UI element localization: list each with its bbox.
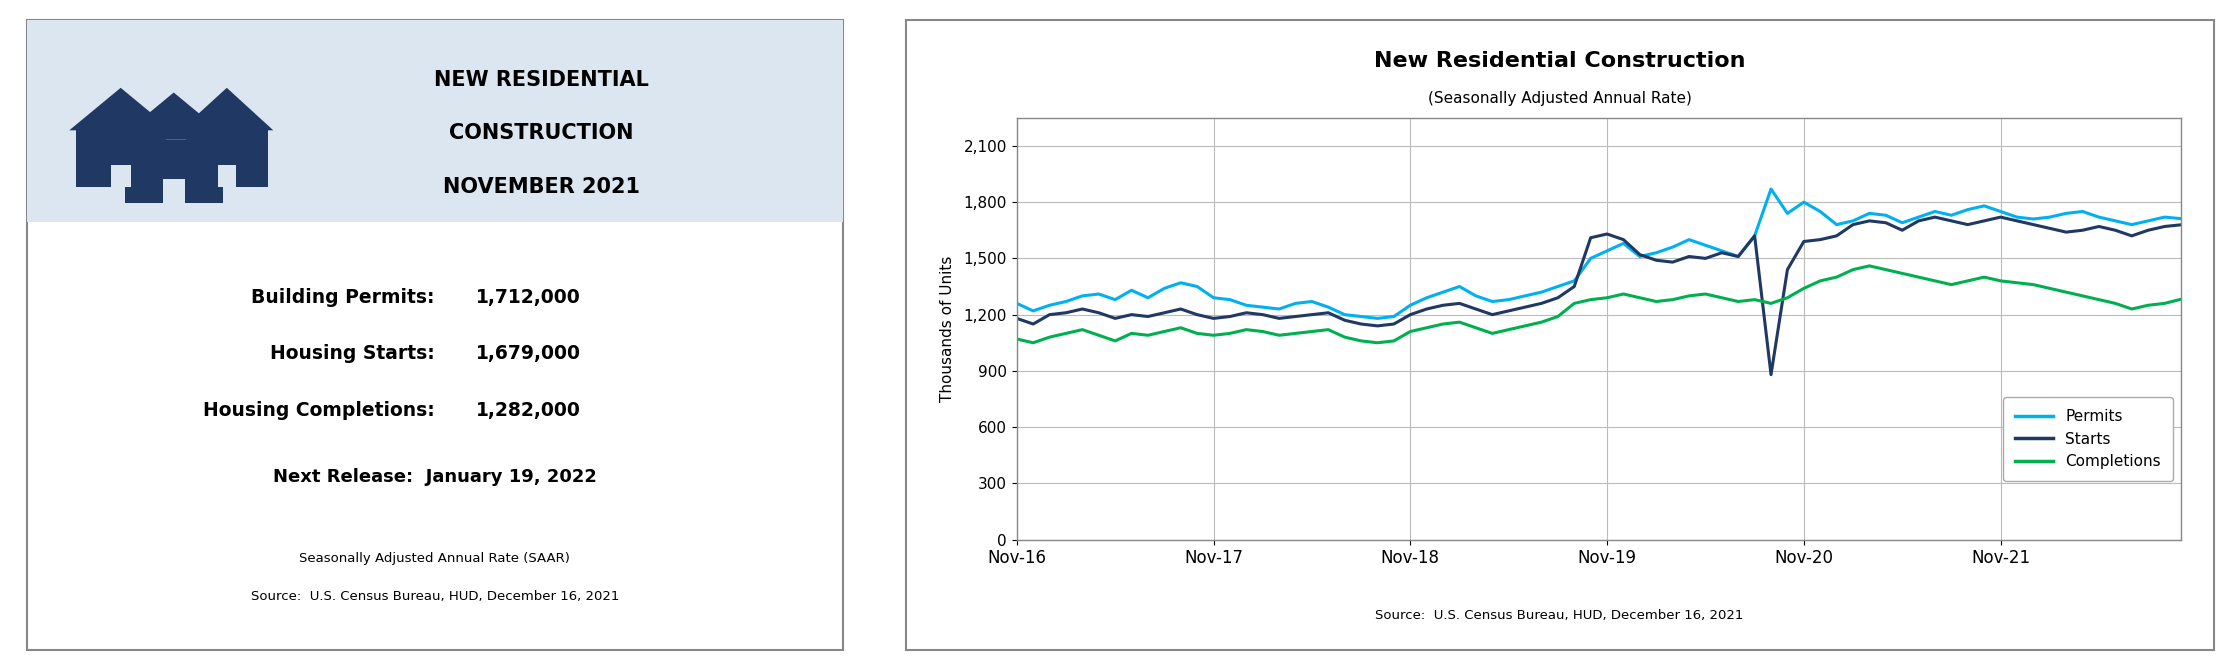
Legend: Permits, Starts, Completions: Permits, Starts, Completions xyxy=(2003,397,2173,482)
Text: 1,282,000: 1,282,000 xyxy=(476,401,581,420)
FancyBboxPatch shape xyxy=(112,165,130,187)
FancyBboxPatch shape xyxy=(125,140,224,203)
Starts xyxy=(1742,232,1769,240)
Text: NEW RESIDENTIAL: NEW RESIDENTIAL xyxy=(434,70,648,90)
Text: 1,712,000: 1,712,000 xyxy=(476,287,581,307)
Permits xyxy=(1364,314,1391,322)
Completions xyxy=(2102,299,2129,308)
Completions xyxy=(1413,324,1440,332)
Completions xyxy=(1675,292,1702,300)
Text: Housing Completions:: Housing Completions: xyxy=(203,401,434,420)
FancyBboxPatch shape xyxy=(217,165,235,187)
FancyBboxPatch shape xyxy=(76,131,165,187)
Text: (Seasonally Adjusted Annual Rate): (Seasonally Adjusted Annual Rate) xyxy=(1427,91,1693,107)
Text: New Residential Construction: New Residential Construction xyxy=(1373,51,1746,71)
Completions xyxy=(1183,330,1210,338)
Permits xyxy=(1413,293,1440,302)
FancyBboxPatch shape xyxy=(27,20,843,650)
Permits xyxy=(1757,185,1784,193)
Text: Source:  U.S. Census Bureau, HUD, December 16, 2021: Source: U.S. Census Bureau, HUD, Decembe… xyxy=(1375,609,1744,622)
Starts xyxy=(2167,221,2194,229)
FancyBboxPatch shape xyxy=(27,20,843,222)
Text: Seasonally Adjusted Annual Rate (SAAR): Seasonally Adjusted Annual Rate (SAAR) xyxy=(300,552,570,565)
Permits xyxy=(2102,217,2129,225)
Permits xyxy=(1675,236,1702,244)
Line: Permits: Permits xyxy=(1017,189,2180,318)
Starts xyxy=(1921,213,1948,221)
Starts xyxy=(1167,305,1194,313)
Y-axis label: Thousands of Units: Thousands of Units xyxy=(941,255,955,402)
Permits xyxy=(2167,214,2194,222)
Line: Starts: Starts xyxy=(1017,217,2180,375)
Line: Completions: Completions xyxy=(1017,266,2180,343)
Starts xyxy=(2102,226,2129,234)
Permits xyxy=(1822,220,1849,228)
Permits xyxy=(1167,279,1194,287)
Completions xyxy=(1004,335,1031,343)
Permits xyxy=(1004,299,1031,308)
Text: Source:  U.S. Census Bureau, HUD, December 16, 2021: Source: U.S. Census Bureau, HUD, Decembe… xyxy=(250,590,619,603)
Completions xyxy=(1807,277,1834,285)
Text: Next Release:  January 19, 2022: Next Release: January 19, 2022 xyxy=(273,468,597,486)
Starts xyxy=(1659,258,1686,266)
FancyBboxPatch shape xyxy=(906,20,2214,650)
Completions xyxy=(1020,339,1046,347)
Starts xyxy=(1807,236,1834,244)
Completions xyxy=(1856,262,1883,270)
Text: Building Permits:: Building Permits: xyxy=(250,287,434,307)
Starts xyxy=(1757,371,1784,379)
Completions xyxy=(1757,299,1784,308)
Permits xyxy=(1773,209,1800,217)
Polygon shape xyxy=(181,88,273,131)
FancyBboxPatch shape xyxy=(186,131,268,187)
Starts xyxy=(1398,311,1424,319)
Text: 1,679,000: 1,679,000 xyxy=(476,344,581,363)
Text: NOVEMBER 2021: NOVEMBER 2021 xyxy=(443,177,639,197)
Completions xyxy=(2167,295,2194,304)
Polygon shape xyxy=(116,92,230,140)
Text: Housing Starts:: Housing Starts: xyxy=(271,344,434,363)
Starts xyxy=(1004,314,1031,322)
Text: CONSTRUCTION: CONSTRUCTION xyxy=(449,123,633,143)
Polygon shape xyxy=(69,88,172,131)
FancyBboxPatch shape xyxy=(163,179,186,203)
